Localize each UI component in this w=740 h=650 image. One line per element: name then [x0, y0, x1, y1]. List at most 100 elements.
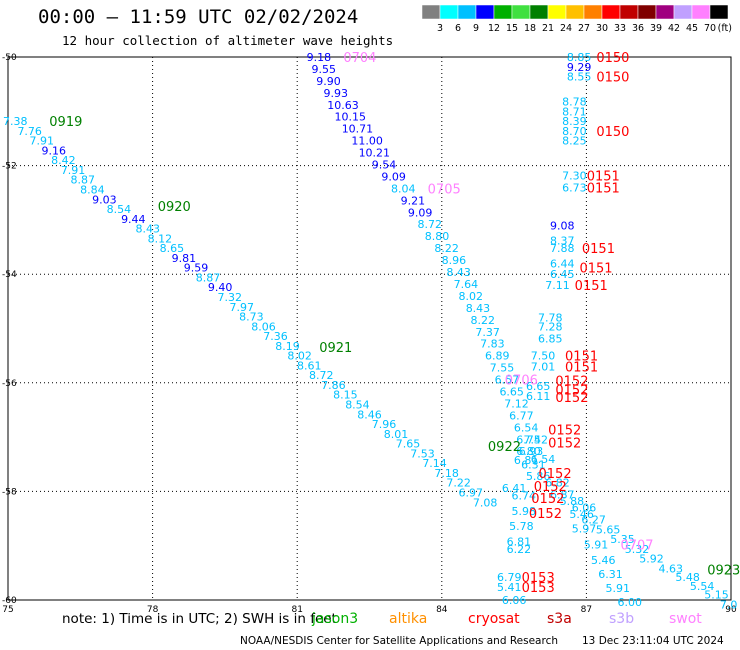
- wave-height-label: 6.31: [598, 568, 623, 581]
- wave-height-label: 6.27: [581, 514, 606, 527]
- wave-height-label: 6.89: [485, 350, 510, 363]
- legend-swatch: [619, 4, 639, 20]
- legend-label: 33: [614, 23, 626, 34]
- wave-height-label: 8.42: [51, 154, 76, 167]
- wave-height-label: 7.65: [396, 438, 421, 451]
- wave-height-label: 8.54: [345, 399, 370, 412]
- wave-height-label: 7.36: [263, 330, 288, 343]
- wave-height-label: 6.11: [526, 390, 551, 403]
- wave-height-label: 5.88: [560, 495, 585, 508]
- wave-height-label: 8.04: [391, 182, 416, 195]
- wave-height-label: 6.79: [497, 571, 522, 584]
- legend-label: 15: [506, 23, 518, 34]
- wave-height-label: 8.43: [466, 302, 491, 315]
- wave-height-label: 7.96: [372, 418, 397, 431]
- wave-height-label: 5.97: [572, 522, 597, 535]
- x-tick-label: 78: [147, 605, 159, 615]
- wave-height-label: 8.78: [562, 96, 587, 109]
- wave-height-label: 6.06: [572, 502, 597, 515]
- y-tick-label: -54: [2, 270, 17, 280]
- wave-height-label: 5.32: [625, 543, 650, 556]
- pass-time-label: 0151: [587, 181, 620, 196]
- wave-height-label: 6.57: [495, 374, 520, 387]
- wave-height-label: 7.0: [720, 598, 738, 611]
- wave-height-label: 8.02: [287, 350, 312, 363]
- pass-time-label: 0152: [534, 480, 567, 495]
- wave-height-label: 7.37: [475, 326, 500, 339]
- wave-height-label: 8.37: [550, 235, 575, 248]
- wave-height-label: 8.15: [333, 389, 358, 402]
- axis-ticks: 75 78 81 84 87 90 -50 -52 -54 -56 -58 -60: [2, 53, 737, 615]
- y-tick-label: -50: [2, 53, 17, 63]
- legend-swatch: [421, 4, 441, 20]
- legend-label: 36: [632, 23, 644, 34]
- wave-height-label: 9.09: [408, 206, 433, 219]
- wave-height-label: 8.55: [567, 71, 592, 84]
- wave-height-label: 5.65: [596, 523, 621, 536]
- wave-height-label: 8.61: [297, 359, 322, 372]
- wave-height-label: 4.63: [659, 563, 684, 576]
- wave-height-label: 7.53: [410, 447, 435, 460]
- map-subtitle: 12 hour collection of altimeter wave hei…: [62, 33, 394, 48]
- wave-height-label: 5.15: [704, 589, 729, 602]
- wave-height-label: 8.85: [567, 51, 592, 64]
- legend-swatch: [601, 4, 621, 20]
- wave-height-label: 6.54: [531, 453, 556, 466]
- legend-label: 21: [542, 23, 554, 34]
- x-tick-label: 84: [436, 605, 448, 615]
- wave-height-label: 10.71: [342, 123, 374, 136]
- pass-time-label: 0707: [620, 539, 653, 554]
- wave-height-label: 5.78: [509, 520, 534, 533]
- wave-height-label: 6.31: [521, 458, 546, 471]
- wave-height-label: 5.48: [675, 571, 700, 584]
- satellite-swot: swot: [669, 611, 702, 627]
- pass-time-label: 0152: [548, 423, 581, 438]
- wave-height-label: 5.86: [526, 470, 551, 483]
- lat-lon-grid: [8, 57, 731, 600]
- legend-label: 27: [578, 23, 590, 34]
- wave-height-label: 9.54: [372, 159, 397, 172]
- wave-height-label: 6.75: [516, 433, 541, 446]
- wave-height-label: 7.55: [490, 362, 515, 375]
- wave-height-label: 6.45: [550, 268, 575, 281]
- wave-height-label: 5.54: [690, 580, 715, 593]
- legend-label: 12: [488, 23, 500, 34]
- wave-height-label: 6.65: [526, 380, 551, 393]
- pass-time-label: 0704: [343, 51, 376, 66]
- wave-height-label: 9.29: [567, 61, 592, 74]
- wave-height-label: 6.81: [514, 454, 539, 467]
- pass-time-label: 0919: [49, 115, 82, 130]
- legend-label: 18: [524, 23, 536, 34]
- legend-swatch: [709, 4, 729, 20]
- wave-height-label: 9.93: [324, 87, 349, 100]
- legend-swatch: [565, 4, 585, 20]
- wave-height-label: 6.65: [499, 385, 524, 398]
- wave-height-label: 6.82: [545, 477, 570, 490]
- wave-height-label: 6.73: [562, 181, 587, 194]
- legend-swatch: [439, 4, 459, 20]
- satellite-s3a: s3a: [547, 611, 572, 627]
- wave-height-label: 8.54: [107, 203, 132, 216]
- legend-swatch: [529, 4, 549, 20]
- wave-height-label: 6.74: [511, 490, 536, 503]
- wave-height-label: 8.25: [562, 135, 587, 148]
- wave-height-label: 8.43: [446, 266, 471, 279]
- pass-time-label: 0152: [555, 383, 588, 398]
- pass-time-label: 0921: [319, 341, 352, 356]
- wave-height-label: 7.64: [454, 278, 479, 291]
- pass-time-label: 0151: [565, 361, 598, 376]
- wave-height-label: 7.78: [538, 312, 563, 325]
- legend-label: 3: [437, 23, 443, 34]
- satellite-altika: altika: [389, 611, 428, 627]
- wave-height-label: 10.21: [359, 147, 391, 160]
- legend-swatch: [691, 4, 711, 20]
- legend-swatch: [547, 4, 567, 20]
- pass-time-label: 0151: [587, 169, 620, 184]
- wave-height-label: 9.90: [316, 75, 341, 88]
- pass-time-label: 0152: [529, 507, 562, 522]
- map-border: [7, 56, 732, 601]
- pass-time-label: 0153: [522, 571, 555, 586]
- pass-time-label: 0151: [579, 262, 612, 277]
